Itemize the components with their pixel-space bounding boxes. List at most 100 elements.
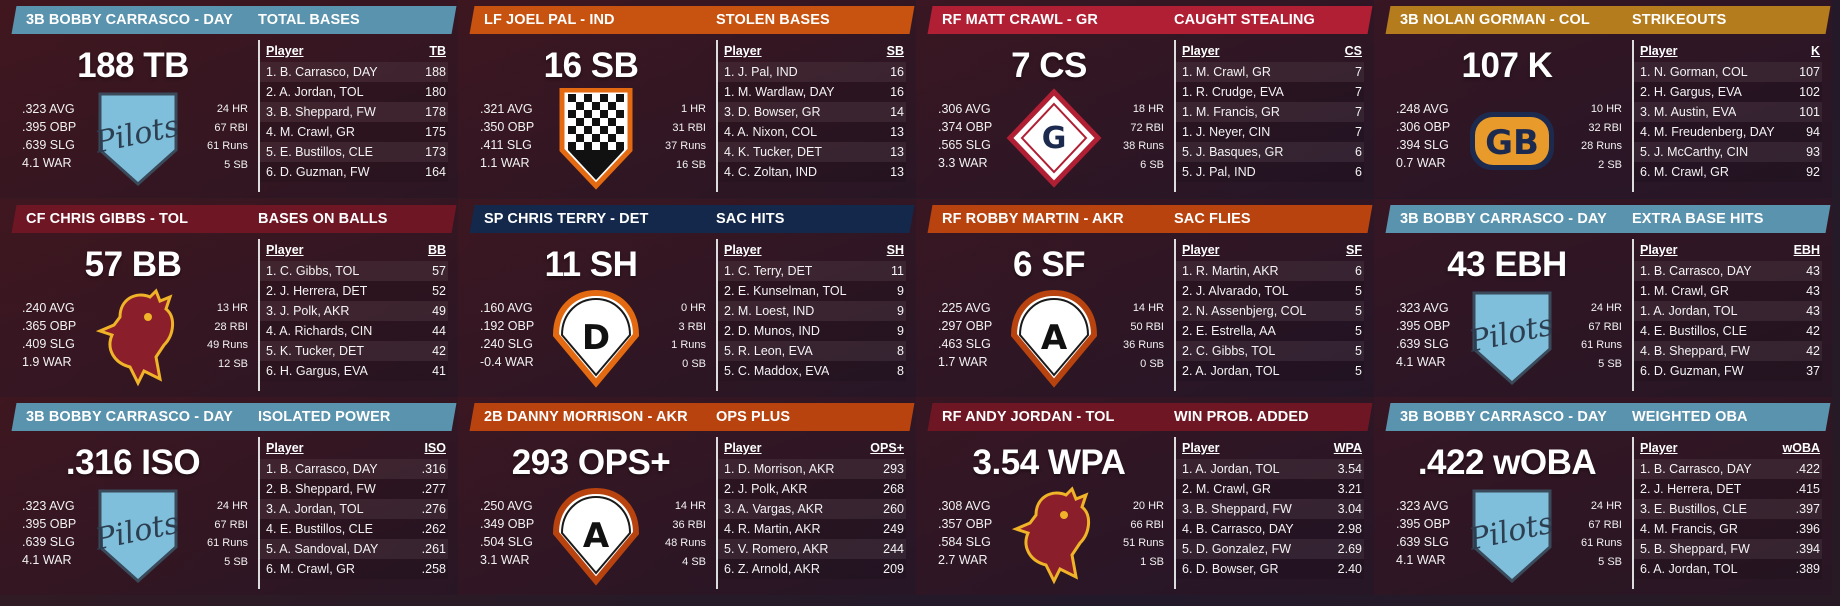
row-value: .415 [1795,482,1820,496]
table-row[interactable]: 5. B. Sheppard, FW .394 [1634,539,1822,559]
stat-column-header: K [1810,44,1820,58]
panel-header: RF MATT CRAWL - GR CAUGHT STEALING [927,6,1373,34]
table-row[interactable]: 6. D. Guzman, FW 164 [260,162,448,182]
table-row[interactable]: 4. B. Sheppard, FW 42 [1634,341,1822,361]
table-row[interactable]: 5. A. Sandoval, DAY .261 [260,539,448,559]
table-row[interactable]: 2. C. Gibbs, TOL 5 [1176,341,1364,361]
table-row[interactable]: 6. H. Gargus, EVA 41 [260,361,448,381]
table-row[interactable]: 2. M. Crawl, GR 3.21 [1176,479,1364,499]
row-value: 244 [883,542,904,556]
table-row[interactable]: 1. M. Wardlaw, DAY 16 [718,82,906,102]
table-row[interactable]: 6. Z. Arnold, AKR 209 [718,559,906,579]
table-row[interactable]: 3. A. Vargas, AKR 260 [718,499,906,519]
table-row[interactable]: 2. A. Jordan, TOL 5 [1176,361,1364,381]
leaders-table: Player TB 1. B. Carrasco, DAY 188 2. A. J… [258,40,448,192]
table-row[interactable]: 2. D. Munos, IND 9 [718,321,906,341]
table-row[interactable]: 3. M. Austin, EVA 101 [1634,102,1822,122]
player-name: RF MATT CRAWL - GR [942,12,1098,28]
table-row[interactable]: 3. D. Bowser, GR 14 [718,102,906,122]
player-column-header: Player [266,243,304,257]
table-row[interactable]: 4. B. Carrasco, DAY 2.98 [1176,519,1364,539]
table-row[interactable]: 3. A. Jordan, TOL .276 [260,499,448,519]
table-row[interactable]: 5. J. Pal, IND 6 [1176,162,1364,182]
table-row[interactable]: 1. B. Carrasco, DAY .316 [260,459,448,479]
table-row[interactable]: 4. C. Zoltan, IND 13 [718,162,906,182]
table-row[interactable]: 2. E. Kunselman, TOL 9 [718,281,906,301]
row-value: 6 [1355,145,1362,159]
table-row[interactable]: 4. K. Tucker, DET 13 [718,142,906,162]
row-player: 4. M. Freudenberg, DAY [1640,125,1775,139]
table-row[interactable]: 1. R. Martin, AKR 6 [1176,261,1364,281]
table-row[interactable]: 6. A. Jordan, TOL .389 [1634,559,1822,579]
table-row[interactable]: 6. M. Crawl, GR 92 [1634,162,1822,182]
player-column-header: Player [1182,44,1220,58]
table-row[interactable]: 5. D. Gonzalez, FW 2.69 [1176,539,1364,559]
table-row[interactable]: 1. M. Francis, GR 7 [1176,102,1364,122]
count-stat: 72 RBI [1130,121,1164,134]
table-row[interactable]: 5. J. McCarthy, CIN 93 [1634,142,1822,162]
table-row[interactable]: 2. B. Sheppard, FW .277 [260,479,448,499]
table-row[interactable]: 2. J. Herrera, DET 52 [260,281,448,301]
table-row[interactable]: 5. C. Maddox, EVA 8 [718,361,906,381]
table-row[interactable]: 4. M. Freudenberg, DAY 94 [1634,122,1822,142]
player-name: 3B BOBBY CARRASCO - DAY [1400,211,1607,227]
table-row[interactable]: 5. J. Basques, GR 6 [1176,142,1364,162]
table-row[interactable]: 2. J. Alvarado, TOL 5 [1176,281,1364,301]
table-row[interactable]: 1. R. Crudge, EVA 7 [1176,82,1364,102]
row-value: 94 [1806,125,1820,139]
table-row[interactable]: 4. M. Francis, GR .396 [1634,519,1822,539]
table-row[interactable]: 1. C. Terry, DET 11 [718,261,906,281]
table-row[interactable]: 5. E. Bustillos, CLE 173 [260,142,448,162]
table-row[interactable]: 1. B. Carrasco, DAY 43 [1634,261,1822,281]
table-row[interactable]: 3. J. Polk, AKR 49 [260,301,448,321]
table-row[interactable]: 5. K. Tucker, DET 42 [260,341,448,361]
row-value: .397 [1795,502,1820,516]
count-stat: 1 HR [680,103,706,115]
rate-stat: 0.7 WAR [1396,156,1446,170]
table-row[interactable]: 2. N. Assenbjerg, COL 5 [1176,301,1364,321]
count-stats: 1 HR 31 RBI 37 Runs 16 SB [648,100,706,174]
table-row[interactable]: 1. C. Gibbs, TOL 57 [260,261,448,281]
table-row[interactable]: 1. B. Carrasco, DAY .422 [1634,459,1822,479]
table-row[interactable]: 1. M. Crawl, GR 7 [1176,62,1364,82]
table-row[interactable]: 3. E. Bustillos, CLE .397 [1634,499,1822,519]
table-row[interactable]: 6. D. Guzman, FW 37 [1634,361,1822,381]
svg-text:A: A [583,516,610,556]
leader-panel: RF ROBBY MARTIN - AKR SAC FLIES 6 SF A .2… [916,199,1374,397]
table-row[interactable]: 1. J. Pal, IND 16 [718,62,906,82]
count-stat: 14 HR [674,500,706,512]
table-row[interactable]: 6. D. Bowser, GR 2.40 [1176,559,1364,579]
table-row[interactable]: 2. J. Polk, AKR 268 [718,479,906,499]
g-diamond-logo: G [1006,88,1102,190]
table-row[interactable]: 5. R. Leon, EVA 8 [718,341,906,361]
row-player: 2. A. Jordan, TOL [1182,364,1280,378]
table-row[interactable]: 2. A. Jordan, TOL 180 [260,82,448,102]
table-row[interactable]: 4. E. Bustillos, CLE .262 [260,519,448,539]
table-row[interactable]: 2. E. Estrella, AA 5 [1176,321,1364,341]
table-row[interactable]: 4. A. Nixon, COL 13 [718,122,906,142]
table-row[interactable]: 1. A. Jordan, TOL 3.54 [1176,459,1364,479]
table-row[interactable]: 1. M. Crawl, GR 43 [1634,281,1822,301]
pilots-logo: Pilots [90,485,186,587]
table-row[interactable]: 2. J. Herrera, DET .415 [1634,479,1822,499]
table-row[interactable]: 4. E. Bustillos, CLE 42 [1634,321,1822,341]
player-column-header: Player [724,441,762,455]
table-row[interactable]: 3. B. Sheppard, FW 3.04 [1176,499,1364,519]
table-row[interactable]: 2. M. Loest, IND 9 [718,301,906,321]
table-row[interactable]: 2. H. Gargus, EVA 102 [1634,82,1822,102]
table-row[interactable]: 1. A. Jordan, TOL 43 [1634,301,1822,321]
table-row[interactable]: 6. M. Crawl, GR .258 [260,559,448,579]
table-row[interactable]: 1. J. Neyer, CIN 7 [1176,122,1364,142]
rate-stats: .323 AVG .395 OBP .639 SLG 4.1 WAR [22,100,76,172]
table-row[interactable]: 5. V. Romero, AKR 244 [718,539,906,559]
table-row[interactable]: 4. R. Martin, AKR 249 [718,519,906,539]
row-value: .394 [1795,542,1820,556]
stat-column-header: WPA [1333,441,1362,455]
table-row[interactable]: 1. D. Morrison, AKR 293 [718,459,906,479]
table-row[interactable]: 1. N. Gorman, COL 107 [1634,62,1822,82]
table-row[interactable]: 4. M. Crawl, GR 175 [260,122,448,142]
count-stat: 37 Runs [665,140,706,152]
table-row[interactable]: 1. B. Carrasco, DAY 188 [260,62,448,82]
table-row[interactable]: 4. A. Richards, CIN 44 [260,321,448,341]
table-row[interactable]: 3. B. Sheppard, FW 178 [260,102,448,122]
